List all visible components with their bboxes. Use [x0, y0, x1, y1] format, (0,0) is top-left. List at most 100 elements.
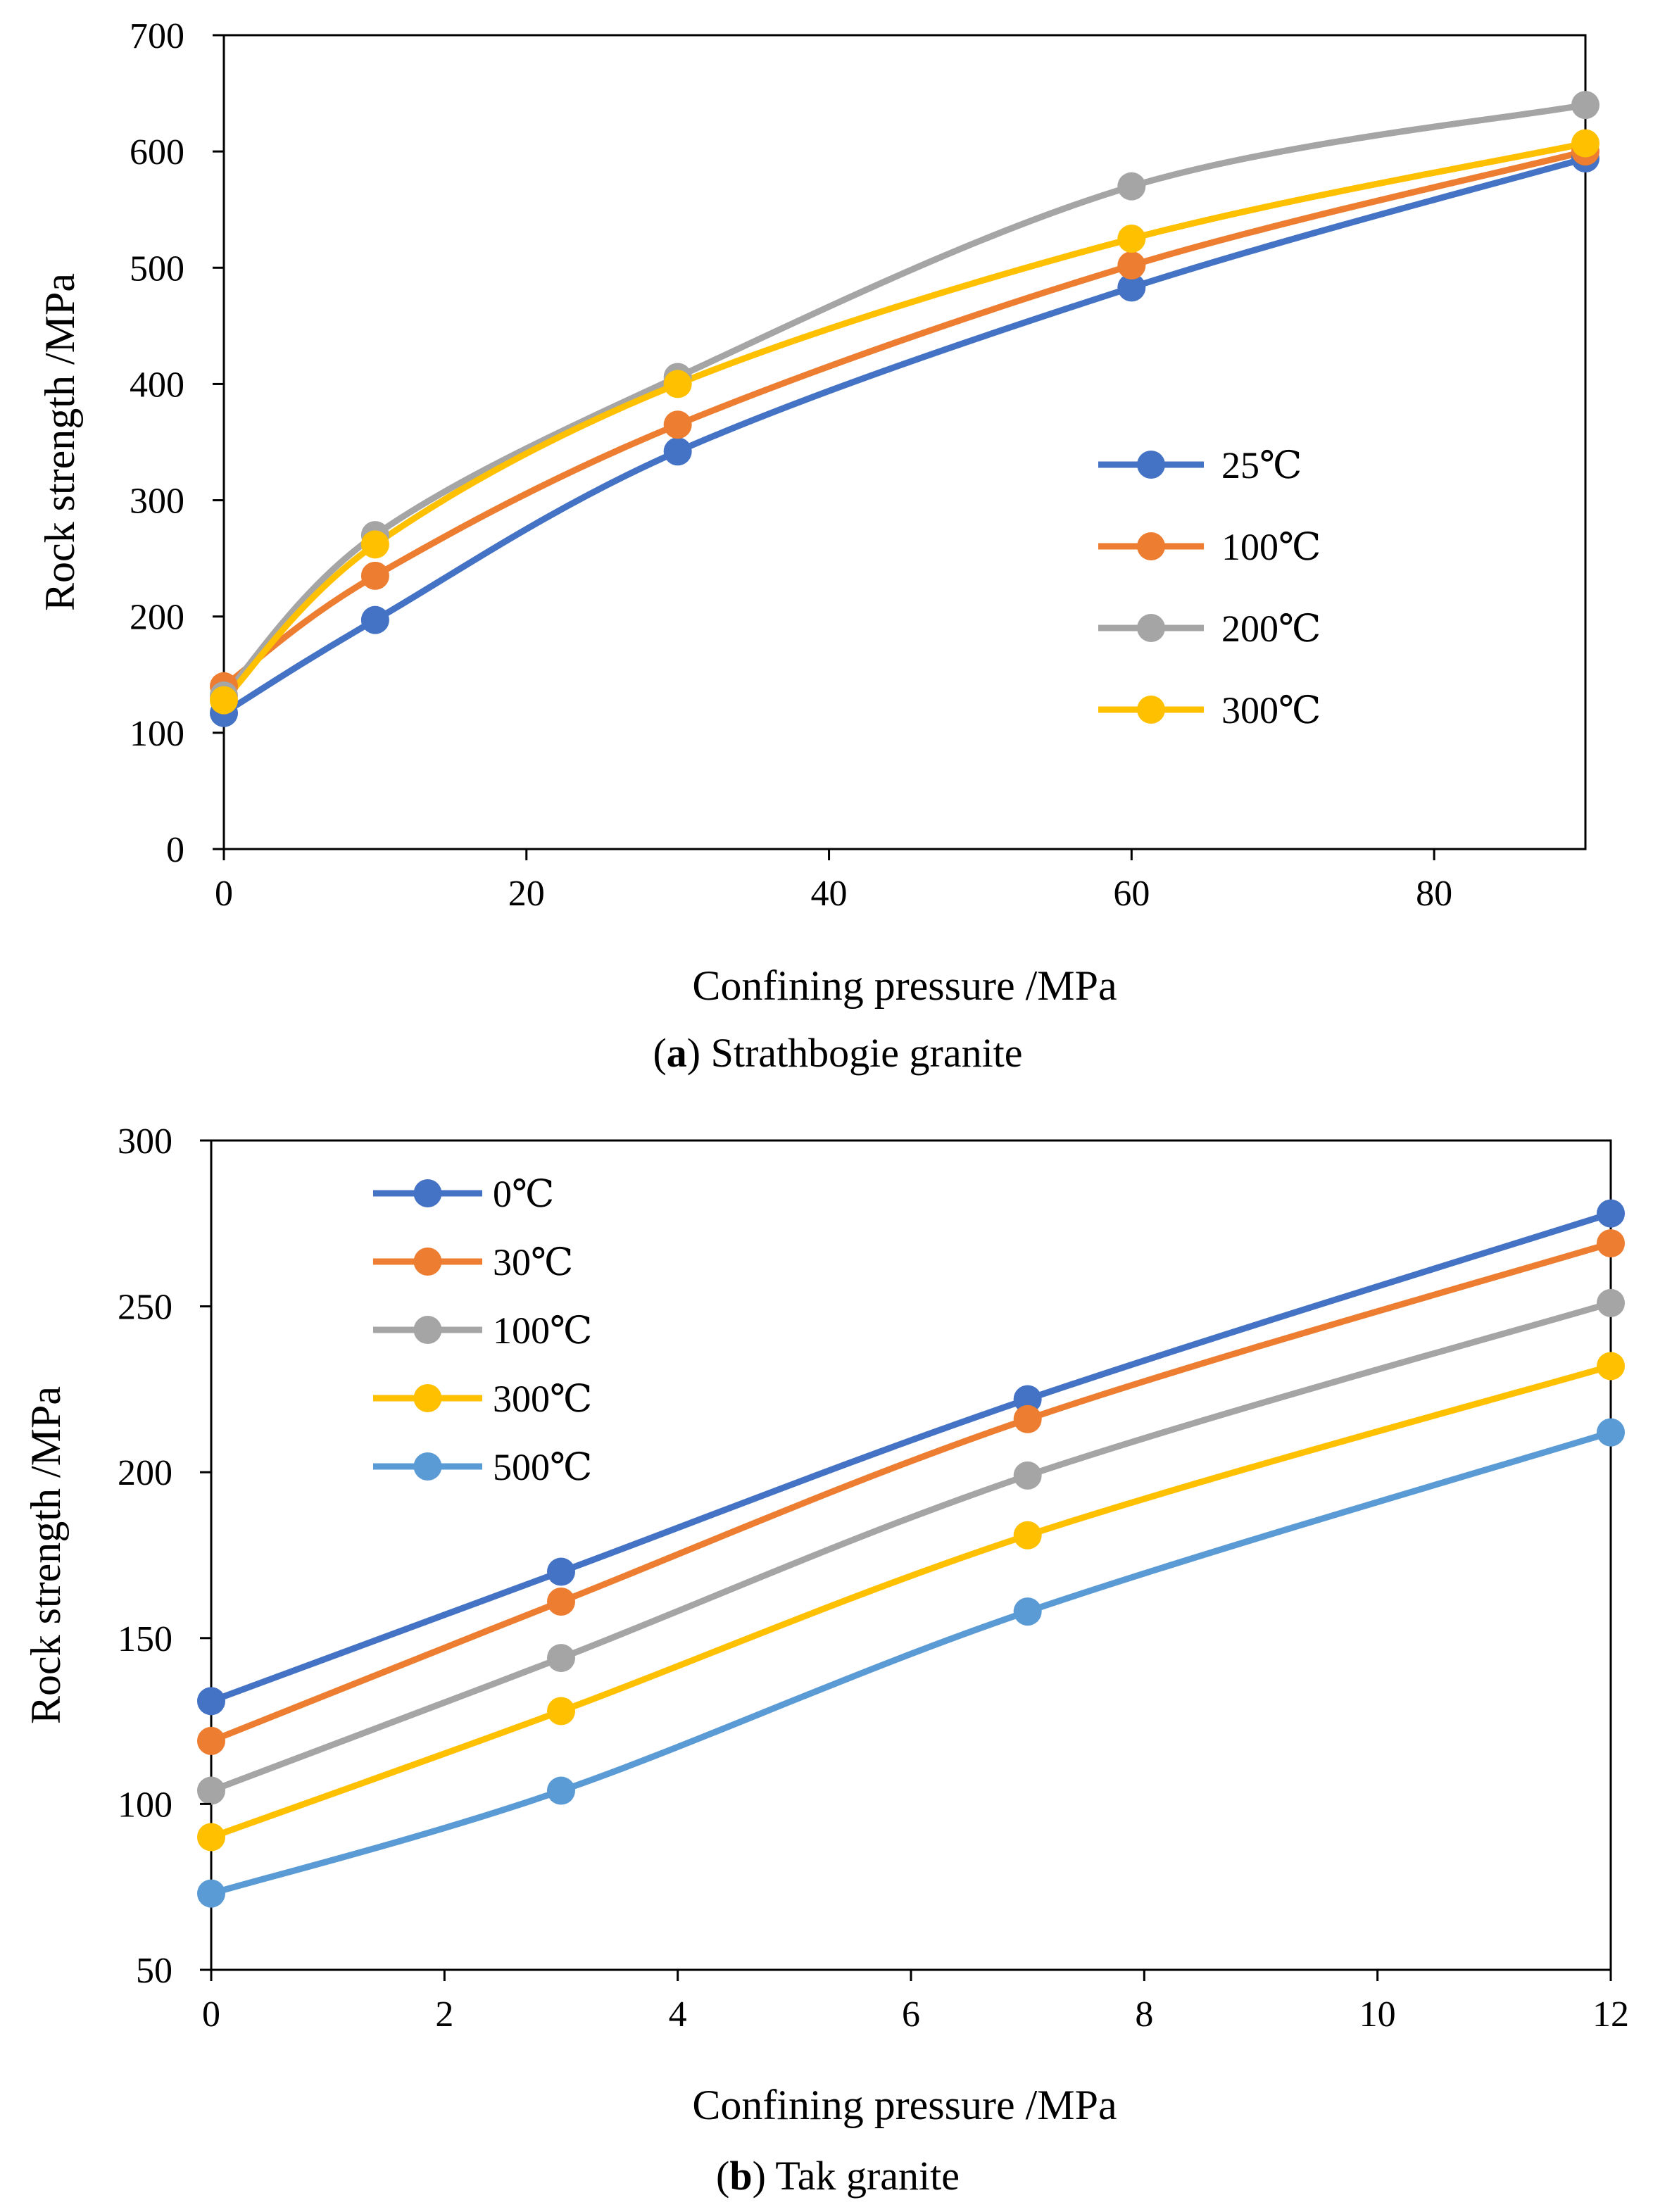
data-point-300C — [547, 1697, 575, 1726]
data-point-100C — [197, 1776, 225, 1805]
legend-swatch-marker — [413, 1316, 442, 1344]
series-line-500C — [208, 1429, 1614, 1897]
x-tick-label: 60 — [1113, 874, 1150, 914]
x-tick-label: 0 — [215, 874, 233, 914]
y-tick-label: 400 — [130, 365, 184, 405]
legend-item-300C: 300℃ — [373, 1378, 592, 1420]
legend-swatch-marker — [413, 1452, 442, 1481]
legend-item-200C: 200℃ — [1098, 608, 1321, 650]
data-point-25C — [663, 437, 692, 466]
legend-swatch-marker — [413, 1179, 442, 1207]
legend-label: 0℃ — [493, 1173, 554, 1215]
data-point-300C — [360, 530, 389, 559]
data-point-300C — [197, 1823, 225, 1852]
data-point-100C — [1117, 251, 1146, 279]
data-point-30C — [197, 1726, 225, 1755]
caption-text-b: Tak granite — [775, 2153, 960, 2199]
legend-item-500C: 500℃ — [373, 1446, 592, 1488]
y-tick-label: 300 — [130, 482, 184, 522]
data-point-30C — [1597, 1229, 1625, 1258]
y-axis-label-b: Rock strength /MPa — [23, 1386, 69, 1724]
y-tick-label: 50 — [136, 1951, 172, 1991]
x-tick-label: 2 — [435, 1994, 453, 2035]
plot-area-a — [222, 34, 1587, 850]
x-tick-label: 6 — [902, 1994, 920, 2035]
data-point-0C — [1013, 1385, 1042, 1414]
legend-label: 200℃ — [1221, 608, 1321, 650]
legend-swatch-marker — [1137, 451, 1165, 479]
x-tick-label: 4 — [669, 1994, 687, 2035]
data-point-200C — [1117, 172, 1146, 201]
data-point-500C — [547, 1776, 575, 1805]
legend-item-30C: 30℃ — [373, 1241, 573, 1283]
legend-swatch-marker — [1137, 614, 1165, 642]
y-axis-label-a: Rock strength /MPa — [37, 273, 83, 611]
legend-label: 500℃ — [493, 1446, 592, 1488]
legend-label: 100℃ — [1221, 526, 1321, 568]
caption-letter-b: b — [729, 2153, 752, 2199]
ticks-b: 0 2 4 6 8 10 12 50 100 150 200 250 300 — [118, 1121, 1629, 2035]
data-point-100C — [1597, 1288, 1625, 1317]
y-tick-label: 200 — [118, 1453, 172, 1493]
data-point-100C — [1013, 1461, 1042, 1490]
y-tick-label: 0 — [166, 830, 184, 870]
series-line-300C — [208, 1362, 1614, 1841]
panel-b-tak-chart: 0 2 4 6 8 10 12 50 100 150 200 250 300 Confining pre… — [23, 1121, 1629, 2199]
x-tick-label: 0 — [202, 1994, 220, 2035]
x-tick-label: 12 — [1592, 1994, 1629, 2035]
plot-area-b — [210, 1139, 1612, 1971]
data-point-30C — [547, 1587, 575, 1616]
data-point-30C — [1013, 1405, 1042, 1433]
legend-a: 25℃ 100℃ 200℃ 300℃ — [1098, 444, 1321, 731]
caption-letter-a: a — [667, 1030, 687, 1076]
legend-label: 25℃ — [1221, 444, 1302, 486]
y-tick-label: 200 — [130, 598, 184, 638]
series-line-300C — [220, 140, 1589, 704]
y-tick-label: 300 — [118, 1121, 172, 1162]
data-point-300C — [210, 686, 238, 715]
x-axis-label-b: Confining pressure /MPa — [692, 2082, 1117, 2128]
legend-label: 300℃ — [1221, 689, 1321, 731]
legend-item-25C: 25℃ — [1098, 444, 1302, 486]
y-tick-label: 100 — [130, 714, 184, 754]
data-point-0C — [197, 1687, 225, 1716]
data-point-25C — [360, 605, 389, 634]
series-line-0C — [208, 1210, 1614, 1704]
x-axis-label-a: Confining pressure /MPa — [692, 962, 1117, 1009]
caption-b: (b) Tak granite — [716, 2153, 960, 2199]
x-tick-label: 40 — [811, 874, 848, 914]
data-point-300C — [1013, 1521, 1042, 1550]
series-line-200C — [220, 101, 1589, 699]
x-tick-label: 80 — [1416, 874, 1452, 914]
y-tick-label: 500 — [130, 249, 184, 289]
legend-swatch-marker — [1137, 696, 1165, 724]
series-layer-b — [197, 1199, 1625, 1908]
series-line-30C — [208, 1240, 1614, 1745]
y-tick-label: 600 — [130, 132, 184, 172]
x-tick-label: 20 — [508, 874, 545, 914]
legend-b: 0℃ 30℃ 100℃ 300℃ 500℃ — [373, 1173, 592, 1488]
caption-a: (a) Strathbogie granite — [653, 1030, 1022, 1076]
panel-a-strathbogie-chart: 0 20 40 60 80 0 100 200 300 400 500 600 700 Confinin… — [37, 16, 1599, 1076]
legend-label: 100℃ — [493, 1309, 592, 1352]
legend-swatch-marker — [413, 1384, 442, 1412]
legend-label: 30℃ — [493, 1241, 573, 1283]
data-point-100C — [663, 410, 692, 439]
data-point-300C — [1571, 129, 1599, 158]
y-tick-label: 100 — [118, 1785, 172, 1825]
data-point-500C — [197, 1879, 225, 1908]
y-tick-label: 700 — [130, 16, 184, 56]
x-tick-label: 10 — [1359, 1994, 1396, 2035]
data-point-100C — [547, 1644, 575, 1673]
legend-label: 300℃ — [493, 1378, 592, 1420]
data-point-300C — [1597, 1352, 1625, 1381]
series-line-100C — [220, 148, 1589, 690]
legend-swatch-marker — [413, 1248, 442, 1276]
legend-item-0C: 0℃ — [373, 1173, 554, 1215]
data-point-300C — [663, 370, 692, 398]
legend-item-300C: 300℃ — [1098, 689, 1321, 731]
legend-item-100C: 100℃ — [373, 1309, 592, 1352]
series-line-100C — [208, 1300, 1614, 1795]
legend-item-100C: 100℃ — [1098, 526, 1321, 568]
y-tick-label: 250 — [118, 1288, 172, 1328]
